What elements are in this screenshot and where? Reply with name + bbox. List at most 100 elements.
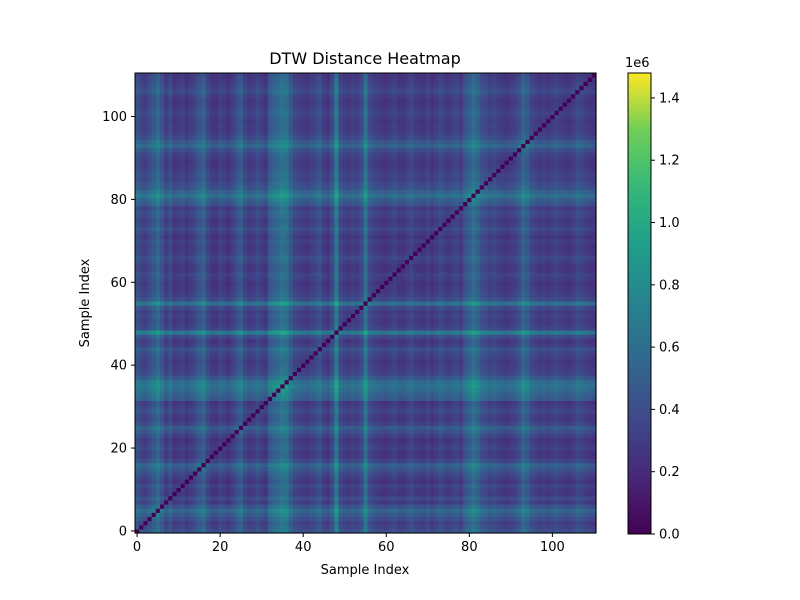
heatmap-cell bbox=[276, 516, 281, 522]
heatmap-cell bbox=[409, 404, 414, 410]
heatmap-cell bbox=[571, 354, 576, 360]
heatmap-cell bbox=[135, 520, 140, 526]
heatmap-cell bbox=[425, 499, 431, 505]
heatmap-cell bbox=[508, 363, 514, 368]
heatmap-cell bbox=[492, 474, 497, 480]
heatmap-cell bbox=[342, 462, 348, 468]
heatmap-cell bbox=[209, 503, 215, 509]
heatmap-cell bbox=[188, 354, 194, 360]
heatmap-cell bbox=[180, 400, 186, 406]
heatmap-cell bbox=[247, 508, 252, 513]
heatmap-cell bbox=[479, 458, 485, 464]
heatmap-cell bbox=[488, 454, 493, 459]
heatmap-cell bbox=[479, 499, 485, 505]
heatmap-cell bbox=[296, 470, 302, 476]
heatmap-cell bbox=[276, 441, 281, 447]
heatmap-cell bbox=[446, 512, 452, 518]
heatmap-cell bbox=[242, 450, 248, 455]
heatmap-cell bbox=[321, 462, 327, 468]
heatmap-cell bbox=[525, 499, 531, 505]
heatmap-cell bbox=[326, 512, 331, 518]
heatmap-cell bbox=[288, 367, 294, 372]
heatmap-cell bbox=[400, 462, 406, 468]
heatmap-cell bbox=[147, 379, 153, 385]
heatmap-cell bbox=[575, 387, 580, 393]
heatmap-cell bbox=[226, 466, 232, 472]
heatmap-cell bbox=[442, 512, 448, 518]
heatmap-cell bbox=[529, 392, 535, 397]
heatmap-cell bbox=[396, 520, 402, 526]
heatmap-cell bbox=[492, 412, 497, 418]
heatmap-cell bbox=[525, 441, 531, 447]
heatmap-cell bbox=[512, 412, 518, 418]
heatmap-cell bbox=[521, 387, 526, 393]
heatmap-cell bbox=[172, 445, 178, 451]
heatmap-cell bbox=[413, 466, 419, 472]
heatmap-cell bbox=[230, 433, 236, 439]
heatmap-cell bbox=[517, 429, 522, 435]
heatmap-cell bbox=[272, 495, 277, 501]
heatmap-cell bbox=[180, 396, 186, 401]
heatmap-cell bbox=[135, 367, 140, 372]
heatmap-cell bbox=[213, 433, 219, 439]
heatmap-cell bbox=[197, 520, 203, 526]
heatmap-cell bbox=[446, 404, 452, 410]
heatmap-cell bbox=[255, 396, 261, 401]
heatmap-cell bbox=[504, 437, 510, 443]
heatmap-cell bbox=[396, 441, 402, 447]
heatmap-cell bbox=[317, 508, 323, 513]
heatmap-cell bbox=[305, 458, 311, 464]
heatmap-cell bbox=[342, 421, 348, 426]
heatmap-cell bbox=[313, 495, 319, 501]
heatmap-cell bbox=[238, 425, 244, 430]
heatmap-cell bbox=[413, 425, 419, 430]
heatmap-cell bbox=[500, 441, 506, 447]
heatmap-cell bbox=[421, 454, 427, 459]
heatmap-cell bbox=[267, 520, 273, 526]
heatmap-cell bbox=[371, 416, 377, 422]
heatmap-cell bbox=[554, 421, 560, 426]
heatmap-cell bbox=[193, 375, 198, 381]
heatmap-cell bbox=[197, 483, 203, 489]
heatmap-cell bbox=[350, 508, 356, 513]
heatmap-cell bbox=[350, 462, 356, 468]
heatmap-cell bbox=[384, 400, 389, 406]
heatmap-cell bbox=[267, 499, 273, 505]
heatmap-cell bbox=[400, 441, 406, 447]
heatmap-cell bbox=[475, 520, 481, 526]
heatmap-cell bbox=[164, 400, 169, 406]
heatmap-cell bbox=[296, 520, 302, 526]
heatmap-cell bbox=[355, 503, 360, 509]
heatmap-cell bbox=[496, 425, 502, 430]
heatmap-cell bbox=[450, 520, 456, 526]
heatmap-cell bbox=[463, 474, 468, 480]
heatmap-cell bbox=[155, 416, 161, 422]
heatmap-cell bbox=[284, 458, 290, 464]
heatmap-cell bbox=[421, 408, 427, 414]
heatmap-cell bbox=[575, 363, 580, 368]
heatmap-cell bbox=[151, 379, 157, 385]
heatmap-cell bbox=[350, 350, 356, 356]
heatmap-cell bbox=[566, 441, 572, 447]
heatmap-cell bbox=[550, 524, 556, 530]
heatmap-cell bbox=[234, 491, 240, 497]
heatmap-cell bbox=[342, 441, 348, 447]
heatmap-cell bbox=[409, 516, 414, 522]
heatmap-cell bbox=[197, 358, 203, 364]
heatmap-cell bbox=[463, 392, 468, 397]
heatmap-cell bbox=[475, 416, 481, 422]
heatmap-cell bbox=[583, 358, 589, 364]
heatmap-cell bbox=[193, 491, 198, 497]
heatmap-cell bbox=[230, 379, 236, 385]
heatmap-cell bbox=[309, 363, 315, 368]
heatmap-cell bbox=[213, 416, 219, 422]
heatmap-cell bbox=[201, 474, 207, 480]
heatmap-cell bbox=[359, 367, 365, 372]
heatmap-cell bbox=[301, 437, 306, 443]
heatmap-cell bbox=[251, 495, 257, 501]
heatmap-cell bbox=[566, 503, 572, 509]
heatmap-cell bbox=[492, 433, 497, 439]
heatmap-cell bbox=[546, 524, 551, 530]
heatmap-cell bbox=[355, 363, 360, 368]
heatmap-cell bbox=[571, 358, 576, 364]
